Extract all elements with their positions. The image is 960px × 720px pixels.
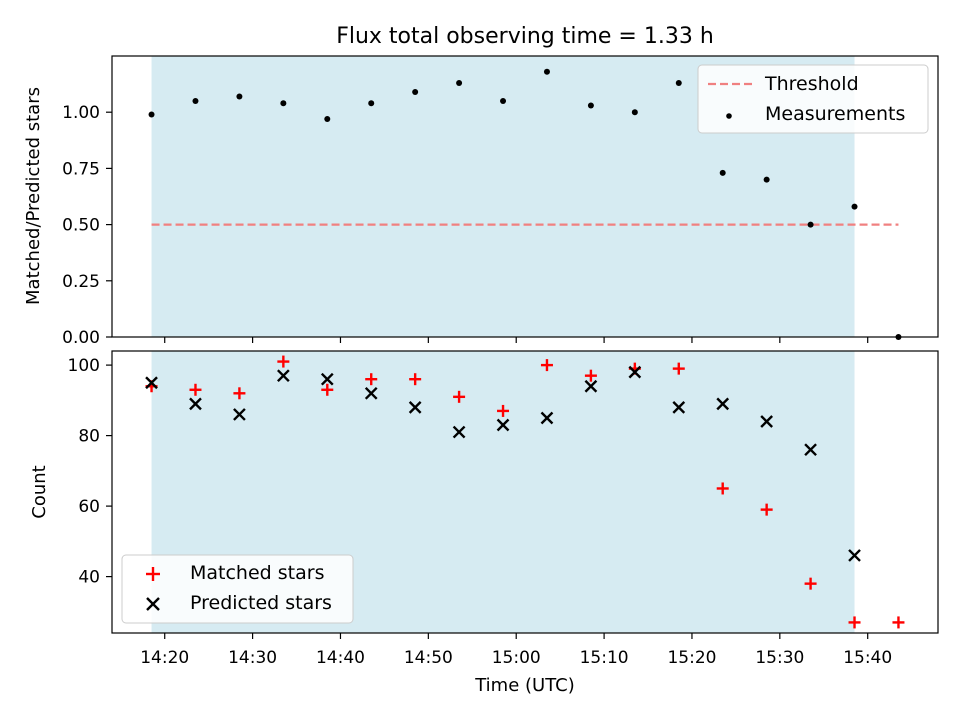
top-y-tick-label: 0.75 bbox=[62, 159, 100, 179]
measurement-point bbox=[412, 88, 419, 95]
top-panel: 0.00 0.25 0.50 0.75 1.00 Matched/Predicted s… bbox=[23, 55, 939, 348]
top-legend-box bbox=[697, 64, 929, 134]
predicted-star-point bbox=[320, 372, 334, 386]
predicted-star-point bbox=[628, 365, 642, 379]
matched-star-point bbox=[760, 503, 773, 516]
x-tick-label: 14:50 bbox=[404, 648, 453, 668]
predicted-star-point bbox=[716, 397, 730, 411]
x-tick-label: 14:20 bbox=[140, 648, 189, 668]
x-tick-label: 14:40 bbox=[316, 648, 365, 668]
measurement-point bbox=[148, 111, 155, 118]
legend-measurements-swatch bbox=[726, 113, 732, 119]
predicted-star-point bbox=[277, 369, 290, 383]
bottom-y-ticks: 40 60 80 100 bbox=[68, 356, 112, 588]
measurement-point bbox=[807, 221, 814, 228]
predicted-star-point bbox=[540, 411, 554, 425]
predicted-star-point bbox=[452, 425, 466, 439]
predicted-star-point bbox=[804, 443, 817, 457]
predicted-star-point bbox=[233, 408, 246, 421]
predicted-star-point bbox=[584, 379, 598, 393]
measurement-point bbox=[368, 100, 375, 107]
predicted-star-point bbox=[408, 401, 422, 414]
measurement-point bbox=[324, 115, 331, 122]
matched-star-point bbox=[365, 373, 378, 386]
x-tick-label: 14:30 bbox=[228, 648, 277, 668]
bottom-y-tick-label: 100 bbox=[68, 356, 100, 376]
chart-title: Flux total observing time = 1.33 h bbox=[336, 24, 714, 49]
predicted-star-point bbox=[496, 418, 510, 432]
bottom-panel: 40 60 80 100 14:20 14:30 14:40 14:50 15:00 15:10… bbox=[29, 350, 939, 696]
x-tick-label: 15:40 bbox=[843, 648, 892, 668]
predicted-star-point bbox=[848, 549, 861, 562]
matched-star-point bbox=[189, 383, 202, 396]
matched-star-point bbox=[233, 387, 246, 400]
measurement-point bbox=[500, 97, 507, 104]
top-y-ticks: 0.00 0.25 0.50 0.75 1.00 bbox=[62, 103, 112, 348]
matched-star-point bbox=[409, 373, 422, 386]
bottom-legend: Matched stars Predicted stars bbox=[121, 554, 354, 624]
predicted-star-point bbox=[364, 386, 378, 400]
top-y-tick-label: 0.25 bbox=[62, 272, 100, 292]
x-axis-label: Time (UTC) bbox=[474, 675, 575, 696]
x-tick-label: 15:10 bbox=[580, 648, 629, 668]
x-tick-label: 15:20 bbox=[667, 648, 716, 668]
matched-star-point bbox=[277, 355, 290, 368]
bottom-y-tick-label: 60 bbox=[78, 497, 100, 517]
bottom-x-ticks: 14:20 14:30 14:40 14:50 15:00 15:10 15:20 15:30… bbox=[140, 633, 892, 668]
top-y-tick-label: 0.50 bbox=[62, 216, 100, 236]
measurement-point bbox=[851, 203, 858, 210]
matched-star-point bbox=[321, 383, 334, 396]
predicted-star-point bbox=[760, 415, 773, 428]
legend-predicted-label: Predicted stars bbox=[190, 592, 332, 614]
measurement-point bbox=[675, 79, 682, 86]
predicted-star-point bbox=[145, 376, 158, 390]
top-y-axis-label: Matched/Predicted stars bbox=[23, 87, 44, 305]
measurement-point bbox=[587, 102, 594, 109]
measurement-point bbox=[236, 93, 243, 100]
matched-star-point bbox=[540, 359, 553, 372]
legend-threshold-label: Threshold bbox=[764, 73, 859, 95]
bottom-plot-frame bbox=[111, 350, 939, 634]
predicted-stars-series bbox=[145, 365, 861, 562]
top-y-tick-label: 0.00 bbox=[62, 328, 100, 348]
measurement-point bbox=[631, 109, 638, 116]
bottom-legend-box bbox=[121, 554, 354, 624]
matched-star-point bbox=[672, 362, 685, 375]
measurement-point bbox=[719, 169, 726, 176]
bottom-y-tick-label: 40 bbox=[78, 568, 100, 588]
matched-stars-series bbox=[145, 355, 905, 629]
x-tick-label: 15:00 bbox=[492, 648, 541, 668]
bottom-y-tick-label: 80 bbox=[78, 427, 100, 447]
predicted-star-point bbox=[672, 401, 686, 414]
matched-star-point bbox=[848, 616, 861, 629]
top-y-tick-label: 1.00 bbox=[62, 103, 100, 123]
matched-star-point bbox=[453, 390, 466, 403]
measurement-point bbox=[192, 97, 199, 104]
predicted-star-point bbox=[189, 397, 202, 411]
measurement-point bbox=[763, 176, 770, 183]
matched-star-point bbox=[716, 482, 729, 495]
top-x-ticks bbox=[164, 337, 869, 343]
top-legend: Threshold Measurements bbox=[697, 64, 929, 134]
x-tick-label: 15:30 bbox=[755, 648, 804, 668]
legend-matched-label: Matched stars bbox=[190, 562, 324, 584]
top-plot-frame bbox=[111, 55, 939, 338]
matched-star-point bbox=[584, 369, 597, 382]
measurement-point bbox=[456, 79, 463, 86]
matched-star-point bbox=[892, 616, 905, 629]
legend-matched-swatch bbox=[146, 567, 160, 581]
legend-measurements-label: Measurements bbox=[765, 103, 905, 125]
matched-star-point bbox=[804, 577, 817, 590]
measurements-series bbox=[148, 68, 902, 340]
measurement-point bbox=[543, 68, 550, 75]
legend-predicted-swatch bbox=[146, 597, 160, 611]
matched-star-point bbox=[497, 404, 510, 417]
measurement-point bbox=[280, 100, 287, 107]
bottom-y-axis-label: Count bbox=[29, 465, 50, 518]
